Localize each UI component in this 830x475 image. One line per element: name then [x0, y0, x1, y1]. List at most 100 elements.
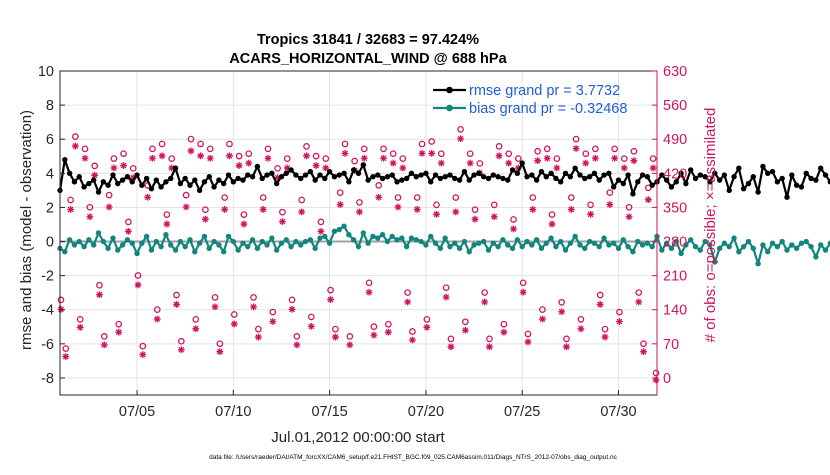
- bias-point: [187, 237, 193, 243]
- bias-point: [216, 242, 222, 248]
- obs-possible-marker: [250, 294, 257, 301]
- y-tick-label: 8: [46, 98, 54, 114]
- obs-possible-marker: [341, 140, 349, 148]
- obs-possible-marker: [481, 289, 488, 296]
- obs-possible-marker: [476, 160, 484, 167]
- x-axis: 07/05 07/10 07/15 07/20 07/25 07/30: [119, 390, 637, 420]
- bias-point: [784, 247, 790, 253]
- bias-point: [442, 235, 448, 241]
- obs-assimilated-marker: [129, 174, 137, 182]
- obs-possible-marker: [418, 140, 426, 148]
- obs-assimilated-marker: [428, 149, 436, 157]
- bias-point: [95, 230, 102, 236]
- rmse-point: [558, 179, 564, 185]
- obs-possible-marker: [625, 203, 633, 211]
- obs-assimilated-marker: [611, 154, 619, 162]
- obs-assimilated-marker: [380, 154, 387, 162]
- obs-assimilated-marker: [173, 301, 180, 308]
- obs-assimilated-marker: [139, 351, 147, 359]
- obs-possible-marker: [317, 218, 325, 226]
- obs-assimilated-marker: [591, 154, 599, 162]
- rmse-point: [668, 184, 675, 190]
- obs-assimilated-marker: [283, 164, 291, 172]
- rmse-point: [206, 174, 212, 180]
- data-file-footer: data file: /Users/raeder/DAI/ATM_forcXX/…: [209, 454, 618, 461]
- obs-possible-marker: [100, 333, 108, 340]
- bias-point: [793, 245, 800, 252]
- y2-tick-label: 420: [663, 166, 687, 182]
- rmse-point: [803, 170, 809, 177]
- bias-point: [254, 245, 261, 252]
- rmse-point: [220, 180, 227, 187]
- y-tick-label: -2: [41, 269, 54, 285]
- rmse-point: [663, 177, 670, 183]
- bias-point: [663, 240, 670, 246]
- rmse-point: [129, 179, 135, 185]
- rmse-point: [635, 179, 641, 185]
- obs-possible-marker: [486, 335, 493, 343]
- obs-assimilated-marker: [572, 145, 580, 152]
- rmse-point: [553, 175, 559, 182]
- y-tick-label: 0: [46, 235, 54, 251]
- rmse-point: [529, 172, 535, 178]
- legend: rmse grand pr = 3.7732 bias grand pr = -0…: [433, 83, 627, 117]
- bias-point: [302, 238, 309, 245]
- obs-possible-marker: [428, 138, 436, 145]
- bias-point: [115, 247, 121, 253]
- rmse-point: [625, 172, 631, 178]
- obs-possible-marker: [375, 182, 383, 189]
- bias-point: [288, 243, 294, 250]
- obs-possible-marker: [81, 145, 89, 153]
- rmse-point: [683, 180, 689, 187]
- rmse-point: [524, 174, 530, 180]
- obs-assimilated-marker: [245, 159, 253, 167]
- y2-tick-label: 140: [663, 303, 687, 319]
- bias-point: [480, 238, 487, 245]
- obs-assimilated-marker: [250, 303, 257, 311]
- bias-point: [572, 233, 578, 240]
- bias-point: [100, 238, 107, 245]
- obs-possible-marker: [539, 306, 546, 313]
- obs-assimilated-marker: [534, 157, 541, 165]
- rmse-point: [158, 184, 164, 190]
- obs-possible-marker: [283, 155, 291, 162]
- bias-point: [158, 243, 164, 250]
- obs-possible-marker: [630, 147, 638, 155]
- bias-point: [716, 245, 723, 252]
- rmse-point: [586, 174, 593, 180]
- obs-possible-marker: [447, 335, 455, 343]
- rmse-point: [379, 175, 386, 182]
- rmse-point: [76, 174, 82, 180]
- obs-assimilated-marker: [274, 174, 282, 182]
- obs-possible-marker: [187, 135, 195, 143]
- obs-possible-marker: [534, 147, 541, 155]
- obs-assimilated-marker: [620, 164, 628, 172]
- bias-point: [822, 247, 829, 253]
- bias-point: [601, 235, 607, 241]
- rmse-point: [428, 179, 434, 185]
- obs-assimilated-marker: [346, 341, 354, 349]
- obs-assimilated-marker: [134, 281, 142, 289]
- obs-possible-marker: [269, 308, 277, 316]
- obs-possible-marker: [303, 143, 310, 150]
- rmse-point: [100, 179, 107, 185]
- obs-assimilated-marker: [394, 203, 402, 211]
- rmse-point: [317, 172, 323, 178]
- obs-assimilated-marker: [259, 206, 267, 213]
- bias-point: [514, 237, 521, 243]
- bias-point: [827, 240, 830, 246]
- obs-assimilated-marker: [307, 322, 315, 330]
- obs-possible-marker: [399, 155, 407, 162]
- x-tick-label: 07/25: [504, 404, 540, 420]
- bias-point: [769, 240, 776, 246]
- rmse-point: [192, 177, 198, 183]
- bias-point: [389, 233, 395, 240]
- obs-possible-marker: [490, 201, 498, 209]
- rmse-point: [582, 175, 588, 182]
- rmse-point: [466, 177, 472, 183]
- bias-point: [360, 230, 367, 236]
- bias-point: [529, 242, 535, 248]
- obs-assimilated-marker: [644, 196, 652, 204]
- obs-possible-marker: [115, 320, 123, 328]
